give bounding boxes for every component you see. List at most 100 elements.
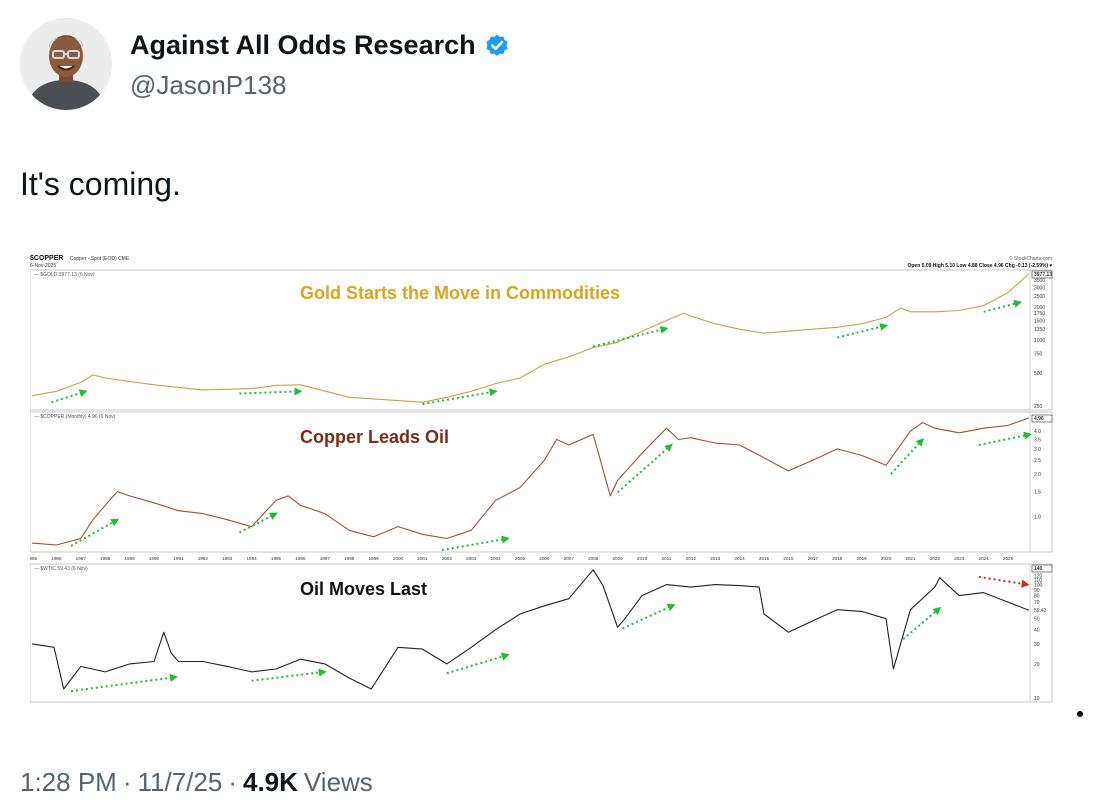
y-tick-label: 2500: [1034, 294, 1045, 300]
tweet-time[interactable]: 1:28 PM: [20, 767, 117, 797]
y-tick-label: 250: [1034, 404, 1043, 410]
series-line-copper: [31, 417, 1029, 546]
y-tick-label: 1750: [1034, 311, 1045, 317]
x-tick-label: 2006: [539, 556, 550, 561]
meta-separator: ·: [122, 767, 132, 797]
meta-separator: ·: [228, 767, 237, 797]
x-tick-label: 2018: [832, 556, 843, 561]
x-tick-label: 2000: [393, 556, 404, 561]
panel-frame: [30, 563, 1053, 703]
tweet-date[interactable]: 11/7/25: [137, 767, 223, 797]
x-tick-label: 2010: [637, 556, 648, 561]
y-tick-label: 3.0: [1034, 447, 1041, 453]
x-tick-label: 1989: [124, 556, 135, 561]
series-line-oil: [31, 569, 1029, 690]
green-trend-arrow: [422, 388, 498, 406]
chart-description: Copper - Spot (EOD) CME: [70, 256, 130, 262]
x-tick-label: 2019: [857, 556, 868, 561]
chart-date: 6-Nov-2025: [30, 263, 56, 269]
green-trend-arrow: [836, 323, 888, 339]
y-tick-label: 2.5: [1034, 458, 1041, 464]
y-tick-label: 4.0: [1034, 429, 1041, 435]
x-tick-label: 1991: [173, 556, 184, 561]
x-tick-label: 2009: [613, 556, 624, 561]
y-tick-label: 1250: [1034, 327, 1045, 333]
x-tick-label: 1994: [246, 556, 257, 561]
y-tick-label: 1.0: [1034, 515, 1041, 521]
green-trend-arrow: [238, 512, 278, 534]
x-axis-copper: 1985 1986 1987 1988 1989 1990 1991 1992 1993 1994…: [30, 556, 1014, 561]
y-tick-label: 59.43: [1034, 608, 1047, 614]
series-legend: — $COPPER (Monthly) 4.96 (6 Nov): [34, 414, 116, 420]
green-trend-arrow: [441, 535, 510, 552]
x-tick-label: 1988: [100, 556, 111, 561]
x-tick-label: 2003: [466, 556, 477, 561]
x-tick-label: 2007: [564, 556, 575, 561]
green-trend-arrow: [51, 389, 88, 404]
display-name[interactable]: Against All Odds Research: [130, 30, 476, 60]
profile-photo-icon: [20, 18, 112, 110]
y-tick-label: 1000: [1034, 338, 1045, 344]
author-handle[interactable]: @JasonP138: [130, 70, 287, 100]
avatar[interactable]: [20, 18, 112, 110]
green-trend-arrow: [983, 299, 1023, 313]
green-trend-arrow: [239, 387, 303, 396]
chart-symbol: $COPPER: [30, 255, 63, 262]
y-tick-label: 30: [1034, 642, 1040, 648]
x-tick-label: 1987: [76, 556, 87, 561]
y-tick-label: 3500: [1034, 278, 1045, 284]
series-legend: — $WTIC 59.43 (6 Nov): [34, 566, 88, 572]
y-tick-label: 120: [1034, 574, 1043, 580]
green-trend-arrow: [446, 652, 510, 675]
last-value-box: [1031, 414, 1053, 423]
panel-title-copper: Copper Leads Oil: [300, 427, 449, 447]
x-tick-label: 1995: [271, 556, 282, 561]
x-tick-label: 1990: [149, 556, 160, 561]
panel-frame: [30, 411, 1053, 553]
y-tick-label: 2000: [1034, 305, 1045, 311]
y-tick-label: 3977.13: [1034, 272, 1052, 278]
green-trend-arrow: [616, 443, 673, 494]
y-tick-label: 3.5: [1034, 437, 1041, 443]
chart-ohlc: Open 5.09 High 5.10 Low 4.88 Close 4.96 …: [907, 263, 1052, 269]
x-tick-label: 1985: [30, 556, 38, 561]
author-name-row: Against All Odds Research: [130, 30, 510, 61]
x-tick-label: 2014: [735, 556, 746, 561]
views-label: Views: [303, 767, 373, 797]
views-count: 4.9K: [243, 767, 298, 797]
y-tick-label: 40: [1034, 628, 1040, 634]
tweet-text: It's coming.: [20, 166, 181, 202]
x-tick-label: 1997: [320, 556, 331, 561]
y-tick-label: 110: [1034, 578, 1042, 584]
stray-dot: [1077, 711, 1083, 717]
y-tick-label: 500: [1034, 371, 1043, 377]
green-trend-arrow: [978, 431, 1032, 446]
chart-image[interactable]: $COPPER Copper - Spot (EOD) CME 6-Nov-20…: [30, 252, 1060, 708]
y-tick-label: 750: [1034, 352, 1043, 358]
tweet-meta: 1:28 PM · 11/7/25 · 4.9K Views: [20, 767, 373, 798]
x-tick-label: 2020: [881, 556, 892, 561]
panel-frame: [30, 269, 1053, 411]
x-tick-label: 2017: [808, 556, 819, 561]
x-tick-label: 2012: [686, 556, 697, 561]
x-tick-label: 2022: [930, 556, 941, 561]
x-tick-label: 1996: [295, 556, 306, 561]
series-line-gold: [31, 273, 1030, 403]
green-trend-arrow: [622, 603, 676, 630]
y-tick-label: 90: [1034, 588, 1040, 594]
y-tick-label: 50: [1034, 617, 1040, 623]
y-tick-label: 20: [1034, 662, 1040, 668]
x-tick-label: 1992: [198, 556, 209, 561]
y-tick-label: 1.5: [1034, 490, 1041, 496]
green-trend-arrow: [902, 606, 942, 640]
panel-copper: 4.96 4.0 3.5 3.0 2.5 2.0 1.5 1.0 — $COPPER (Mont…: [30, 411, 1053, 553]
x-tick-label: 2015: [759, 556, 770, 561]
x-tick-label: 2002: [442, 556, 453, 561]
x-tick-label: 2013: [710, 556, 721, 561]
y-tick-label: 140: [1034, 566, 1043, 572]
panel-title-oil: Oil Moves Last: [300, 579, 427, 599]
x-tick-label: 2001: [417, 556, 428, 561]
x-tick-label: 2021: [905, 556, 916, 561]
